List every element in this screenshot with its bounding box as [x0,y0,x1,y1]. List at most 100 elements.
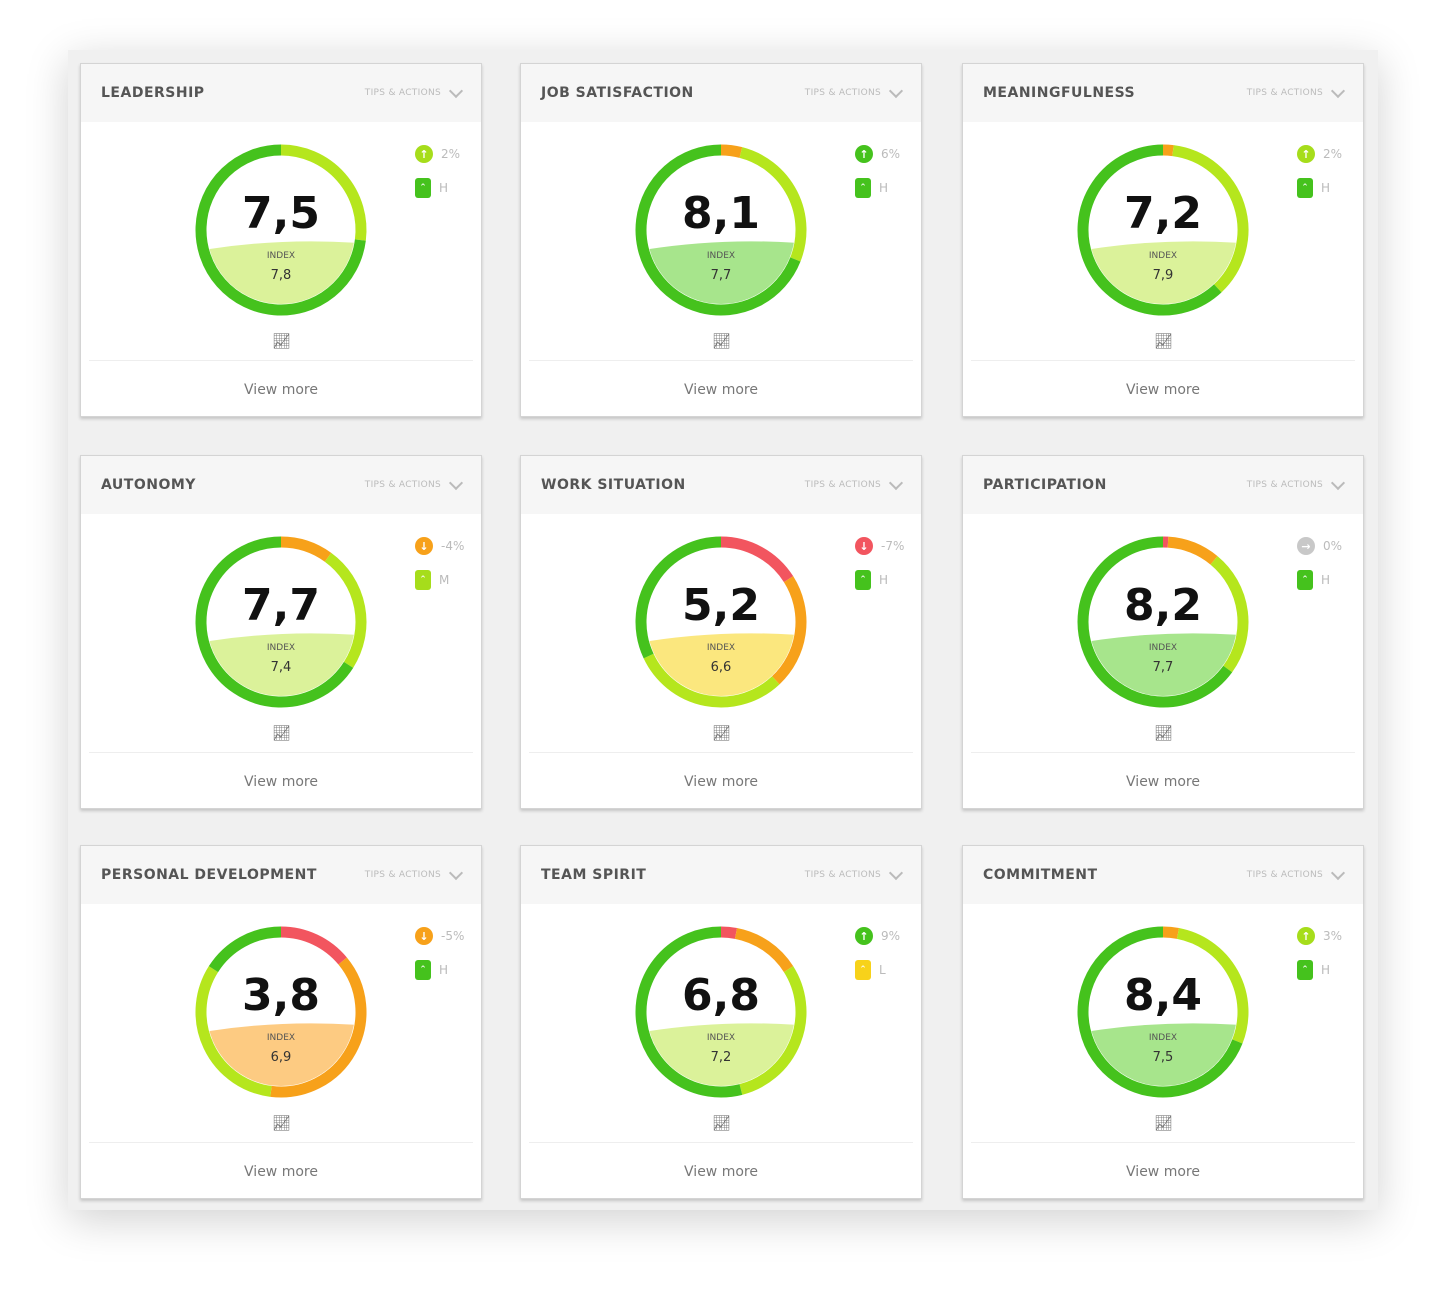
index-value: 7,7 [1153,660,1174,675]
ring-segment-light-green [643,653,780,708]
line-chart-icon[interactable]: 📈︎ [1154,332,1174,350]
chevron-down-icon [1330,865,1346,880]
line-chart-icon[interactable]: 📈︎ [272,1114,292,1132]
tips-actions-label: TIPS & ACTIONS [364,870,441,880]
index-label: INDEX [1149,1033,1177,1043]
view-more-link[interactable]: View more [684,774,758,790]
index-label: INDEX [707,643,735,653]
ring-segment-dark-green [635,926,743,1098]
trend-up-icon: ↑ [855,927,873,945]
level-value: H [439,181,449,195]
index-value: 6,9 [271,1050,292,1065]
tips-actions-label: TIPS & ACTIONS [804,480,881,490]
trend-change: -5% [441,929,465,943]
view-more-link[interactable]: View more [1126,382,1200,398]
ring-segment-orange [771,576,807,685]
trend-down-icon: ↓ [415,927,433,945]
chevron-down-icon [888,865,904,880]
index-label: INDEX [707,251,735,261]
score-gauge: 7,2 INDEX 7,9 [1077,144,1249,316]
divider [89,360,473,361]
metric-card: AUTONOMY TIPS & ACTIONS 7,7 INDEX 7,4 ↓ -… [80,455,482,809]
ring-segment-red [280,926,347,965]
ring-segment-light-green [324,552,367,668]
trend-change: 6% [881,147,901,161]
score-value: 5,2 [682,580,760,631]
divider [971,1142,1355,1143]
tips-actions-dropdown[interactable]: TIPS & ACTIONS [1246,83,1346,98]
trend-change: -7% [881,539,905,553]
metric-card: PERSONAL DEVELOPMENT TIPS & ACTIONS 3,8 … [80,845,482,1199]
view-more-link[interactable]: View more [244,1164,318,1180]
tips-actions-dropdown[interactable]: TIPS & ACTIONS [804,83,904,98]
ring-segment-orange [1167,536,1218,565]
tips-actions-label: TIPS & ACTIONS [1246,870,1323,880]
line-chart-icon[interactable]: 📈︎ [1154,1114,1174,1132]
ring-segment-red [720,536,794,583]
card-title: PERSONAL DEVELOPMENT [101,867,317,883]
tips-actions-label: TIPS & ACTIONS [1246,480,1323,490]
level-badge-icon: ⌃ [415,960,431,980]
level-value: H [1321,963,1331,977]
trend-up-icon: ↑ [855,145,873,163]
ring-segment-dark-green [208,926,282,973]
metric-card: PARTICIPATION TIPS & ACTIONS 8,2 INDEX 7… [962,455,1364,809]
score-gauge: 8,2 INDEX 7,7 [1077,536,1249,708]
divider [529,360,913,361]
score-gauge: 7,7 INDEX 7,4 [195,536,367,708]
view-more-link[interactable]: View more [244,774,318,790]
tips-actions-label: TIPS & ACTIONS [364,480,441,490]
ring-segment-light-green [1176,928,1249,1044]
view-more-link[interactable]: View more [1126,1164,1200,1180]
tips-actions-dropdown[interactable]: TIPS & ACTIONS [1246,865,1346,880]
level-badge-icon: ⌃ [855,570,871,590]
tips-actions-label: TIPS & ACTIONS [364,88,441,98]
tips-actions-dropdown[interactable]: TIPS & ACTIONS [364,475,464,490]
line-chart-icon[interactable]: 📈︎ [272,724,292,742]
score-value: 7,2 [1124,188,1202,239]
tips-actions-label: TIPS & ACTIONS [1246,88,1323,98]
divider [529,1142,913,1143]
tips-actions-dropdown[interactable]: TIPS & ACTIONS [364,865,464,880]
score-gauge: 8,1 INDEX 7,7 [635,144,807,316]
tips-actions-dropdown[interactable]: TIPS & ACTIONS [364,83,464,98]
index-value: 7,7 [711,268,732,283]
card-title: LEADERSHIP [101,85,205,101]
view-more-link[interactable]: View more [244,382,318,398]
chevron-down-icon [448,475,464,490]
view-more-link[interactable]: View more [684,382,758,398]
card-header: COMMITMENT TIPS & ACTIONS [963,846,1363,904]
line-chart-icon[interactable]: 📈︎ [272,332,292,350]
ring-segment-dark-green [1077,536,1233,708]
tips-actions-label: TIPS & ACTIONS [804,88,881,98]
view-more-link[interactable]: View more [684,1164,758,1180]
line-chart-icon[interactable]: 📈︎ [712,1114,732,1132]
line-chart-icon[interactable]: 📈︎ [1154,724,1174,742]
trend-change: 9% [881,929,901,943]
line-chart-icon[interactable]: 📈︎ [712,724,732,742]
level-badge-icon: ⌃ [855,960,871,980]
card-indicators: → 0% ⌃ H [1297,536,1342,604]
index-label: INDEX [1149,643,1177,653]
level-value: H [1321,573,1331,587]
tips-actions-dropdown[interactable]: TIPS & ACTIONS [1246,475,1346,490]
ring-segment-orange [734,928,794,973]
metric-card: JOB SATISFACTION TIPS & ACTIONS 8,1 INDE… [520,63,922,417]
card-title: WORK SITUATION [541,477,686,493]
score-gauge: 6,8 INDEX 7,2 [635,926,807,1098]
level-badge-icon: ⌃ [1297,570,1313,590]
metric-card: LEADERSHIP TIPS & ACTIONS 7,5 INDEX 7,8 … [80,63,482,417]
view-more-link[interactable]: View more [1126,774,1200,790]
card-indicators: ↓ -7% ⌃ H [855,536,904,604]
tips-actions-dropdown[interactable]: TIPS & ACTIONS [804,475,904,490]
line-chart-icon[interactable]: 📈︎ [712,332,732,350]
trend-up-icon: ↑ [415,145,433,163]
ring-segment-light-green [280,144,367,241]
tips-actions-dropdown[interactable]: TIPS & ACTIONS [805,865,904,880]
ring-segment-orange [280,536,332,562]
ring-segment-light-green [739,147,807,262]
level-value: L [879,963,886,977]
ring-segment-dark-green [195,536,354,708]
index-value: 7,4 [271,660,292,675]
index-value: 7,9 [1153,268,1174,283]
